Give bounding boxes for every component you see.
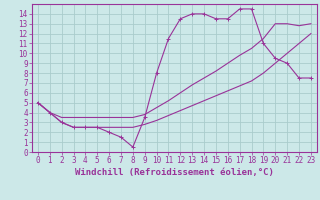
X-axis label: Windchill (Refroidissement éolien,°C): Windchill (Refroidissement éolien,°C): [75, 168, 274, 177]
